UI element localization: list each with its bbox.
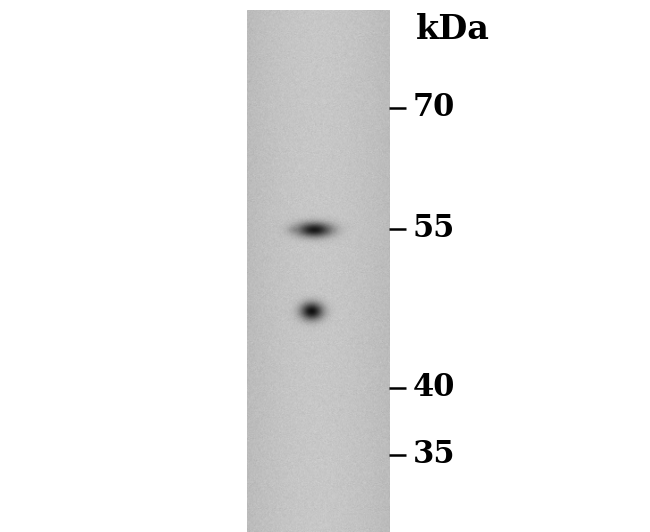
Text: 35: 35 — [413, 439, 455, 470]
Text: kDa: kDa — [416, 13, 490, 46]
Text: 70: 70 — [413, 93, 455, 123]
Text: 55: 55 — [413, 213, 455, 244]
Text: 40: 40 — [413, 372, 455, 403]
